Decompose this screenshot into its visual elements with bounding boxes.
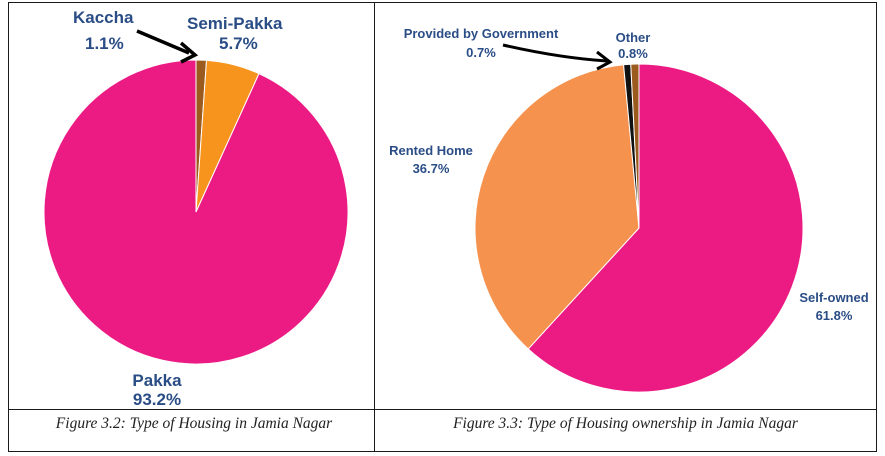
label-self-owned: Self-owned — [799, 290, 868, 305]
gov-arrowhead — [596, 50, 613, 71]
label-rented-home: Rented Home — [389, 143, 473, 158]
pie-slice-other — [630, 63, 640, 229]
label-pakka: Pakka — [132, 371, 182, 390]
pie-chart-housing-ownership: Provided by Government 0.7% Other 0.8% R… — [389, 26, 869, 393]
kaccha-arrow — [136, 29, 190, 55]
value-semi-pakka: 5.7% — [219, 34, 258, 53]
value-rented-home: 36.7% — [413, 161, 450, 176]
figure-caption-3-2: Figure 3.2: Type of Housing in Jamia Nag… — [55, 415, 333, 432]
value-self-owned: 61.8% — [816, 308, 853, 323]
pie-chart-housing-type: Kaccha 1.1% Semi-Pakka 5.7% Pakka 93.2% — [43, 8, 349, 409]
value-pakka: 93.2% — [133, 390, 181, 409]
value-kaccha: 1.1% — [85, 34, 124, 53]
kaccha-arrowhead — [179, 41, 199, 64]
label-provided-by-government: Provided by Government — [404, 26, 559, 41]
label-semi-pakka: Semi-Pakka — [187, 14, 283, 33]
gov-arrow — [502, 43, 608, 63]
caption-divider — [375, 409, 876, 410]
caption-divider — [9, 409, 379, 410]
label-other: Other — [616, 30, 651, 45]
pie-slice-rented-home — [474, 64, 640, 350]
label-kaccha: Kaccha — [73, 8, 134, 27]
figure-caption-3-3: Figure 3.3: Type of Housing ownership in… — [453, 415, 798, 432]
value-provided-by-government: 0.7% — [466, 45, 496, 60]
chart-panel-housing-type: Kaccha 1.1% Semi-Pakka 5.7% Pakka 93.2% … — [8, 2, 380, 452]
chart-panel-housing-ownership: Provided by Government 0.7% Other 0.8% R… — [374, 2, 877, 452]
pie-slice-self-owned — [527, 63, 804, 393]
pie-slice-pakka — [43, 59, 349, 365]
value-other: 0.8% — [618, 46, 648, 61]
